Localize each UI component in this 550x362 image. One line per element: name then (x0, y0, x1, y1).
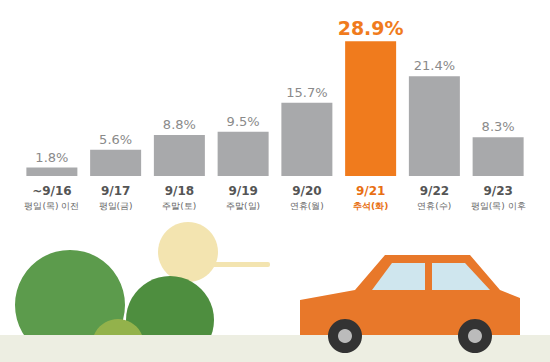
svg-text:9/23: 9/23 (483, 184, 512, 198)
svg-text:~9/16: ~9/16 (32, 184, 72, 198)
svg-text:9.5%: 9.5% (227, 114, 260, 129)
svg-text:연휴(수): 연휴(수) (417, 201, 451, 211)
svg-text:주말(토): 주말(토) (162, 201, 196, 211)
svg-text:28.9%: 28.9% (338, 17, 404, 39)
svg-text:9/21: 9/21 (356, 184, 385, 198)
svg-text:5.6%: 5.6% (99, 132, 132, 147)
svg-text:9/19: 9/19 (228, 184, 257, 198)
svg-text:9/20: 9/20 (292, 184, 321, 198)
svg-text:평일(목) 이전: 평일(목) 이전 (24, 201, 79, 211)
svg-text:평일(금): 평일(금) (99, 201, 133, 211)
svg-text:15.7%: 15.7% (286, 85, 327, 100)
svg-text:1.8%: 1.8% (35, 150, 68, 165)
svg-text:8.8%: 8.8% (163, 117, 196, 132)
svg-text:8.3%: 8.3% (482, 119, 515, 134)
svg-text:9/22: 9/22 (420, 184, 449, 198)
svg-text:연휴(월): 연휴(월) (290, 201, 324, 211)
svg-text:9/17: 9/17 (101, 184, 130, 198)
svg-text:9/18: 9/18 (165, 184, 194, 198)
svg-text:21.4%: 21.4% (414, 58, 455, 73)
svg-text:평일(목) 이후: 평일(목) 이후 (471, 201, 526, 211)
svg-text:주말(일): 주말(일) (226, 201, 260, 211)
svg-text:추석(화): 추석(화) (353, 201, 388, 211)
